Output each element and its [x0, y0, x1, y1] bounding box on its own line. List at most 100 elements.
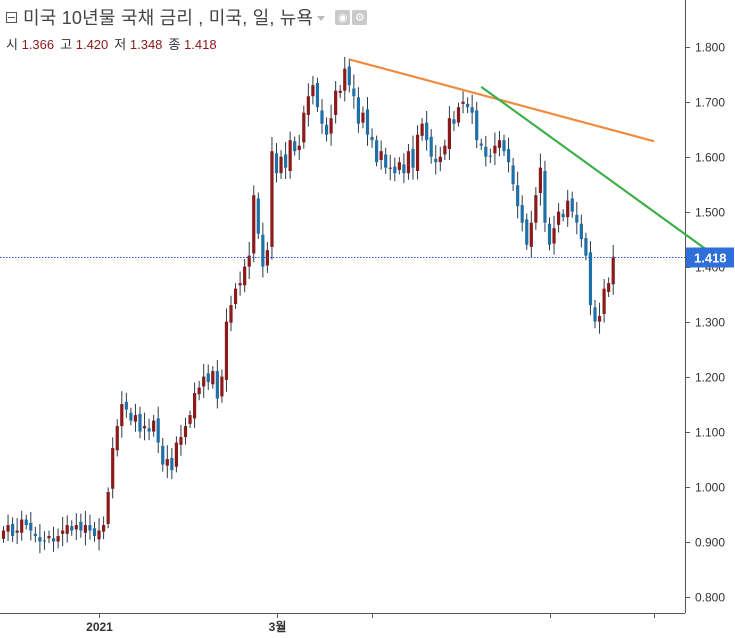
- candle-body: [356, 97, 360, 124]
- legend: 미국 10년물 국채 금리 , 미국, 일, 뉴욕 ◉ ⚙ 시 1.366 고 …: [6, 4, 369, 53]
- candle-body: [456, 107, 461, 123]
- candle-body: [47, 536, 51, 539]
- candle-body: [147, 428, 151, 432]
- candle-body: [370, 136, 374, 141]
- candle-body: [438, 156, 442, 163]
- y-tick-label: 1.300: [695, 316, 725, 330]
- x-tick-label: 3월: [269, 619, 287, 634]
- candle-body: [102, 525, 106, 532]
- y-tick-label: 1.500: [695, 206, 725, 220]
- last-price-badge: [686, 247, 734, 268]
- candle-body: [384, 154, 388, 168]
- candle-body: [375, 140, 379, 163]
- candle-body: [224, 321, 229, 380]
- candle-body: [215, 371, 219, 399]
- y-tick-label: 1.200: [695, 371, 725, 385]
- candle-body: [425, 122, 429, 141]
- high-value: 1.420: [75, 37, 109, 52]
- series-title: 미국 10년물 국채 금리 , 미국, 일, 뉴욕: [23, 8, 314, 28]
- candle-body: [579, 223, 583, 240]
- candle-body: [566, 200, 570, 218]
- candle-body: [470, 107, 474, 113]
- candle-body: [179, 437, 183, 445]
- candle-body: [83, 525, 87, 533]
- candle-body: [415, 134, 420, 171]
- candle-body: [161, 445, 165, 465]
- candle-body: [156, 418, 160, 443]
- ohlc-readout: 시 1.366 고 1.420 저 1.348 종 1.418: [6, 34, 369, 53]
- y-tick-label: 0.900: [695, 536, 725, 550]
- candle-body: [56, 536, 60, 542]
- candle-body: [206, 373, 210, 383]
- candle-body: [256, 198, 260, 234]
- candle-body: [211, 371, 215, 385]
- candle-body: [293, 141, 297, 152]
- candle-body: [570, 198, 574, 212]
- candle-body: [197, 387, 201, 395]
- candle-body: [92, 528, 97, 537]
- candle-body: [51, 538, 56, 542]
- candle-body: [247, 255, 251, 267]
- candle-body: [74, 525, 78, 530]
- last-price-label: 1.418: [694, 251, 727, 266]
- candle-body: [506, 148, 511, 163]
- candle-body: [347, 66, 351, 86]
- candle-body: [561, 213, 565, 218]
- candle-body: [129, 412, 133, 421]
- candle-body: [88, 525, 92, 531]
- candle-body: [193, 393, 197, 419]
- candle-body: [97, 530, 101, 540]
- candle-body: [520, 205, 524, 223]
- candle-body: [142, 426, 147, 429]
- candle-body: [602, 288, 606, 314]
- y-tick-label: 1.600: [695, 151, 725, 165]
- candle-body: [33, 533, 37, 537]
- candle-body: [302, 112, 306, 143]
- y-tick-label: 1.100: [695, 426, 725, 440]
- candle-body: [297, 145, 301, 151]
- candle-body: [525, 219, 529, 245]
- chevron-down-icon[interactable]: [317, 15, 326, 21]
- candle-body: [497, 140, 502, 148]
- visibility-icon[interactable]: ◉: [335, 9, 351, 25]
- candle-body: [238, 283, 242, 286]
- candle-body: [170, 457, 174, 471]
- candle-body: [79, 521, 83, 531]
- candle-body: [411, 148, 415, 168]
- candle-body: [420, 123, 424, 136]
- candle-body: [229, 305, 233, 323]
- candle-body: [538, 167, 542, 193]
- candle-body: [24, 519, 28, 526]
- candle-body: [475, 110, 479, 141]
- open-value: 1.366: [21, 37, 55, 52]
- candle-body: [188, 415, 192, 424]
- trend-line-green: [480, 85, 724, 263]
- candle-body: [379, 151, 383, 160]
- candle-body: [488, 155, 492, 157]
- candle-body: [324, 124, 329, 135]
- candle-body: [202, 376, 206, 387]
- candle-body: [434, 158, 438, 163]
- candle-body: [365, 109, 370, 135]
- candle-body: [334, 90, 338, 115]
- candle-body: [593, 307, 597, 322]
- candle-body: [361, 112, 365, 123]
- close-value: 1.418: [184, 37, 217, 52]
- candle-body: [306, 96, 310, 115]
- candle-body: [320, 110, 324, 124]
- candle-body: [138, 413, 142, 432]
- candle-body: [243, 266, 247, 286]
- candle-body: [174, 442, 178, 467]
- candle-body: [152, 420, 156, 432]
- candle-body: [120, 404, 124, 427]
- collapse-icon[interactable]: [6, 11, 17, 23]
- candle-body: [516, 185, 520, 207]
- close-label: 종: [168, 37, 181, 52]
- candle-body: [343, 68, 347, 91]
- candle-body: [597, 316, 602, 322]
- candle-body: [233, 288, 238, 305]
- candle-body: [311, 85, 315, 97]
- candle-body: [547, 223, 552, 245]
- candle-body: [165, 459, 169, 466]
- gear-icon[interactable]: ⚙: [352, 9, 368, 25]
